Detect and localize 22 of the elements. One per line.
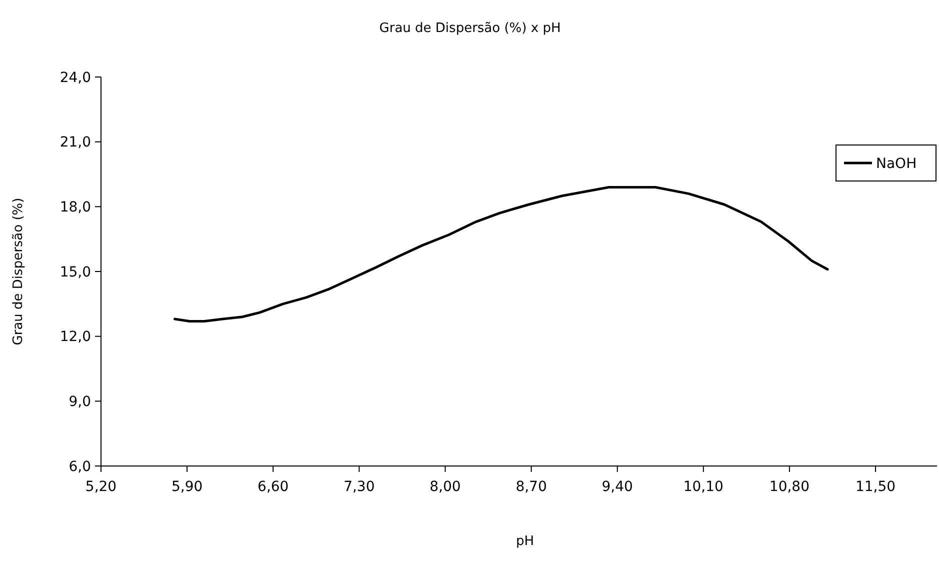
y-tick-label: 15,0 xyxy=(60,264,91,280)
y-tick-label: 6,0 xyxy=(68,458,91,475)
x-tick-label: 8,70 xyxy=(516,479,547,495)
x-tick-label: 8,00 xyxy=(430,479,461,495)
chart-title: Grau de Dispersão (%) x pH xyxy=(379,21,561,36)
line-series xyxy=(174,186,829,322)
x-tick-label: 10,80 xyxy=(769,479,810,495)
x-tick-label: 5,90 xyxy=(171,479,203,495)
y-tick-label: 24,0 xyxy=(60,70,91,86)
legend-label: NaOH xyxy=(876,156,917,172)
y-tick-label: 21,0 xyxy=(60,134,91,151)
x-tick-label: 5,20 xyxy=(85,479,117,495)
y-tick-label: 12,0 xyxy=(60,329,91,346)
x-tick-label: 11,50 xyxy=(855,479,896,495)
x-tick-label: 6,60 xyxy=(258,479,289,495)
x-axis-title: pH xyxy=(516,534,534,549)
x-tick-label: 10,10 xyxy=(683,479,724,495)
y-tick-label: 9,0 xyxy=(68,394,91,410)
y-axis-title: Grau de Dispersão (%) xyxy=(11,198,26,346)
y-tick-label: 18,0 xyxy=(60,200,91,216)
x-tick-label: 9,40 xyxy=(602,479,633,495)
x-tick-label: 7,30 xyxy=(344,479,375,495)
